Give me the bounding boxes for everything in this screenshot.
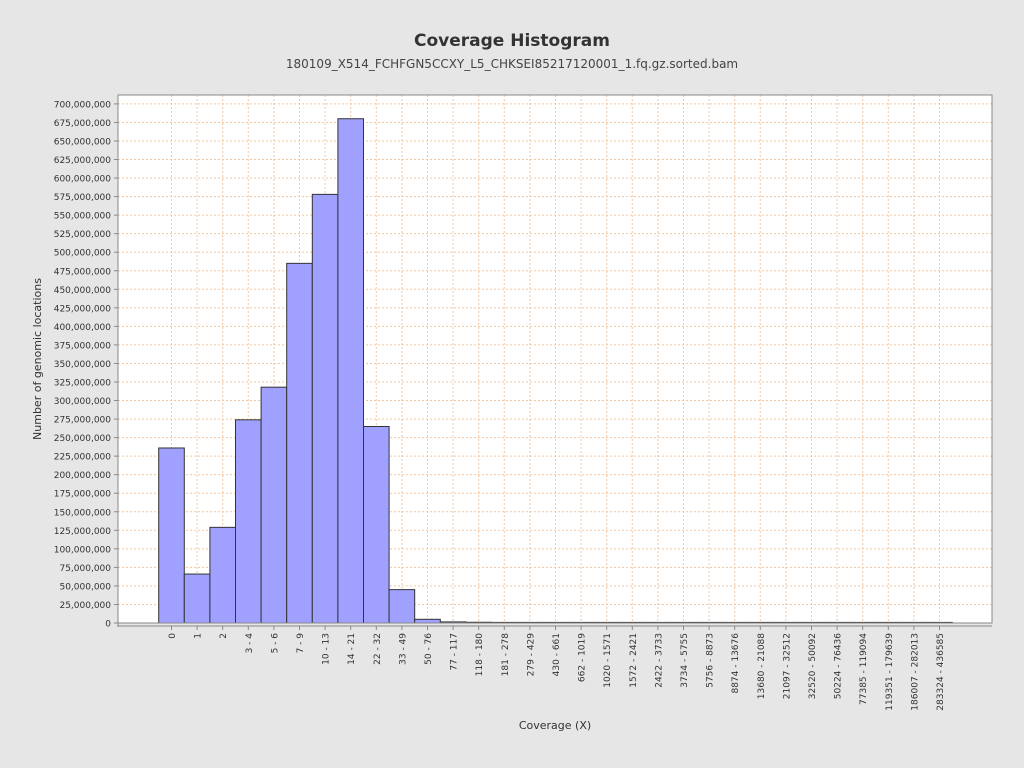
x-tick-label: 50224 - 76436 [834, 633, 844, 700]
y-tick-label: 625,000,000 [54, 156, 112, 166]
y-tick-label: 225,000,000 [54, 453, 112, 463]
y-tick-label: 400,000,000 [54, 323, 112, 333]
y-tick-label: 0 [105, 620, 111, 630]
y-tick-label: 150,000,000 [54, 508, 112, 518]
y-tick-label: 550,000,000 [54, 212, 112, 222]
y-tick-label: 75,000,000 [59, 564, 111, 574]
x-tick-label: 7 - 9 [296, 633, 306, 654]
x-tick-label: 2422 - 3733 [654, 633, 664, 688]
x-tick-label: 3734 - 5755 [680, 633, 690, 688]
x-tick-label: 1020 - 1571 [603, 633, 613, 688]
histogram-bar [260, 386, 288, 624]
x-tick-label: 186007 - 282013 [910, 633, 920, 711]
y-tick-label: 650,000,000 [54, 137, 112, 147]
x-tick-label: 22 - 32 [373, 633, 383, 665]
x-tick-label: 430 - 661 [552, 633, 562, 676]
x-tick-label: 77385 - 119094 [859, 633, 869, 705]
y-tick-label: 350,000,000 [54, 360, 112, 370]
x-tick-label: 8874 - 13676 [731, 633, 741, 694]
histogram-bar [286, 262, 313, 624]
x-tick-label: 119351 - 179639 [885, 633, 895, 711]
histogram-bar [414, 618, 441, 624]
histogram-bar [337, 118, 364, 624]
x-tick-label: 33 - 49 [398, 633, 408, 665]
x-axis-label: Coverage (X) [519, 719, 591, 732]
x-tick-label: 50 - 76 [424, 633, 434, 665]
y-tick-label: 200,000,000 [54, 471, 112, 481]
x-tick-label: 10 - 13 [322, 633, 332, 665]
histogram-bar [311, 193, 339, 624]
histogram-bar [183, 573, 211, 624]
x-tick-label: 3 - 4 [245, 633, 255, 654]
y-tick-label: 675,000,000 [54, 119, 112, 129]
histogram-bar [363, 425, 390, 624]
y-tick-label: 325,000,000 [54, 378, 112, 388]
chart-subtitle: 180109_X514_FCHFGN5CCXY_L5_CHKSEI8521712… [285, 57, 739, 71]
y-tick-label: 500,000,000 [54, 249, 112, 259]
x-tick-label: 77 - 117 [450, 633, 460, 671]
y-tick-label: 100,000,000 [54, 545, 112, 555]
chart-title: Coverage Histogram [414, 31, 610, 51]
x-tick-label: 5756 - 8873 [706, 633, 716, 688]
y-tick-label: 250,000,000 [54, 434, 112, 444]
histogram-bar [235, 419, 262, 624]
histogram-bar [388, 589, 416, 624]
y-tick-label: 175,000,000 [54, 490, 112, 500]
x-tick-label: 14 - 21 [347, 633, 357, 665]
x-tick-label: 662 - 1019 [578, 633, 588, 682]
histogram-bar [209, 526, 236, 624]
y-tick-label: 700,000,000 [54, 100, 112, 110]
x-tick-label: 21097 - 32512 [782, 633, 792, 699]
y-tick-label: 375,000,000 [54, 341, 112, 351]
x-tick-label: 0 [168, 633, 178, 639]
histogram-bar [158, 447, 185, 624]
x-tick-label: 283324 - 436585 [936, 633, 946, 711]
x-tick-label: 118 - 180 [475, 633, 485, 677]
y-tick-label: 275,000,000 [54, 416, 112, 426]
y-tick-label: 125,000,000 [54, 527, 112, 537]
y-tick-label: 600,000,000 [54, 175, 112, 185]
y-tick-label: 50,000,000 [59, 582, 111, 592]
x-tick-label: 181 - 278 [501, 633, 511, 677]
y-tick-label: 475,000,000 [54, 267, 112, 277]
x-tick-label: 1572 - 2421 [629, 633, 639, 688]
y-tick-label: 425,000,000 [54, 304, 112, 314]
x-tick-label: 5 - 6 [270, 633, 280, 654]
y-axis-label: Number of genomic locations [31, 278, 44, 440]
x-tick-label: 32520 - 50092 [808, 633, 818, 699]
y-axis-ticks: 0 25,000,000 50,000,000 75,000,000 100,000,0… [54, 100, 118, 630]
y-tick-label: 525,000,000 [54, 230, 112, 240]
x-tick-label: 279 - 429 [526, 633, 536, 677]
y-tick-label: 300,000,000 [54, 397, 112, 407]
x-tick-label: 2 [219, 633, 229, 639]
y-tick-label: 25,000,000 [59, 601, 111, 611]
x-tick-label: 13680 - 21088 [757, 633, 767, 700]
x-tick-label: 1 [194, 633, 204, 639]
y-tick-label: 575,000,000 [54, 193, 112, 203]
x-axis-ticks: 0 1 2 3 - 4 5 - 6 7 - 9 10 - 13 14 - 21 22 - 32 3… [168, 626, 946, 711]
y-tick-label: 450,000,000 [54, 286, 112, 296]
